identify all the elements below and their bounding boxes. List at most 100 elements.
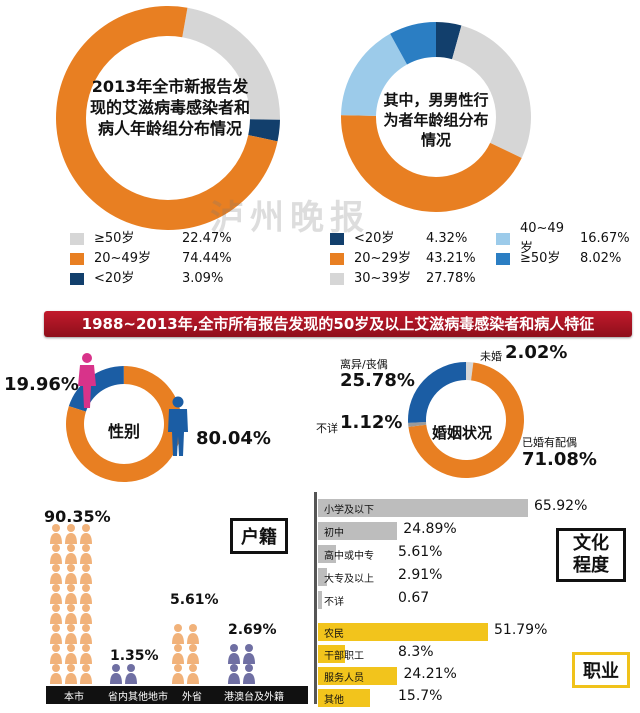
bar-category-label: 其他 [324,695,344,706]
person-icon [80,644,92,664]
pie-slice [390,22,436,65]
household-tag: 户籍 [230,518,288,554]
legend-value: 27.78% [426,271,476,286]
bar [318,689,370,707]
legend-value: 16.67% [580,231,630,246]
marital-title: 婚姻状况 [432,424,493,442]
person-icon [80,544,92,564]
bar [318,591,322,609]
legend-label: 30~39岁 [354,271,411,286]
person-icon [243,664,255,684]
bar-value-label: 24.89% [403,521,457,537]
person-icon [50,644,62,664]
person-icon [80,584,92,604]
person-icon [65,624,77,644]
household-category: 外省 [182,692,202,703]
person-icon [65,524,77,544]
person-icon [228,664,240,684]
person-icon [65,544,77,564]
legend-label: 20~49岁 [94,251,151,266]
male-icon [168,396,188,456]
household-value-province: 1.35% [110,648,159,664]
person-icon [172,644,184,664]
legend-label: 20~29岁 [354,251,411,266]
bar-value-label: 24.21% [403,666,457,682]
person-icon [50,584,62,604]
bar [318,623,488,641]
bar-value-label: 51.79% [494,622,548,638]
pie-slice [182,7,280,120]
bar [318,522,398,540]
person-icon [50,564,62,584]
watermark-logo: 泸州晚报 [210,198,370,238]
person-icon [65,564,77,584]
marital-single-value: 2.02% [505,342,568,363]
gender-title: 性别 [108,422,141,441]
legend-swatch [70,233,84,245]
person-icon [80,604,92,624]
person-icon [80,624,92,644]
person-icon [172,624,184,644]
bar-category-label: 服务人员 [324,673,364,684]
pie-slice [408,362,525,478]
person-icon [228,644,240,664]
donut-msm-age [341,22,531,213]
bar-category-label: 农民 [324,629,344,640]
pie-slice [408,362,466,423]
person-icon [50,524,62,544]
household-axis: 本市 省内其他地市 外省 港澳台及外籍 [46,686,308,704]
person-icon [50,664,62,684]
legend-label: ≥50岁 [94,231,135,246]
marital-divorced-value: 25.78% [340,370,415,391]
household-category: 省内其他地市 [108,692,168,703]
gender-male-value: 80.04% [196,428,271,449]
person-icon [65,644,77,664]
pie-slice [466,362,474,381]
marital-unknown-value: 1.12% [340,412,403,433]
marital-divorced-label: 离异/丧偶 [340,358,388,371]
legend-item: <20岁 3.09% [70,269,232,289]
bar-value-label: 15.7% [398,688,443,704]
bar-category-label: 小学及以下 [324,505,374,516]
legend-value: 8.02% [580,251,622,266]
person-icon [65,664,77,684]
legend-swatch [496,233,510,245]
person-icon [172,664,184,684]
legend-swatch [330,253,344,265]
legend-label: ≥50岁 [520,251,561,266]
donut-gender [66,366,182,482]
legend-swatch [330,233,344,245]
legend-swatch [70,273,84,285]
legend-msm-age-a: <20岁 4.32% 20~29岁 43.21% 30~39岁 27.78% [330,229,476,289]
household-value-local: 90.35% [44,507,111,526]
person-icon [110,664,122,684]
person-icon [187,644,199,664]
marital-married-label: 已婚有配偶 [522,436,577,449]
pie-slice [68,366,124,412]
female-icon [78,353,96,408]
legend-value: 22.47% [182,231,232,246]
pie-slice [248,119,280,142]
legend-item: <20岁 4.32% [330,229,476,249]
pie-slice [436,22,462,60]
bar [318,645,346,663]
donut1-title: 2013年全市新报告发现的艾滋病毒感染者和病人年龄组分布情况 [89,77,250,138]
person-icon [187,624,199,644]
legend-swatch [70,253,84,265]
pie-slice [452,25,531,158]
bar [318,499,528,517]
legend-item: 20~49岁 74.44% [70,249,232,269]
person-icon [65,584,77,604]
person-icon [187,664,199,684]
donut2-title: 其中，男男性行为者年龄组分布情况 [383,91,489,149]
bar-value-label: 0.67 [398,590,430,606]
legend-age-2013: ≥50岁 22.47% 20~49岁 74.44% <20岁 3.09% [70,229,232,289]
occupation-tag: 职业 [572,652,630,688]
pie-slice [66,366,182,482]
person-icon [80,664,92,684]
donut-marital [408,362,525,478]
person-icon [243,644,255,664]
legend-swatch [496,253,510,265]
person-icon [50,604,62,624]
